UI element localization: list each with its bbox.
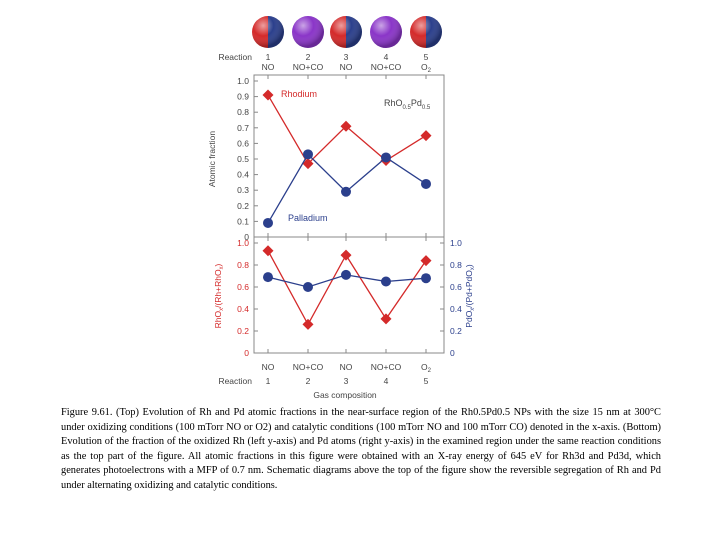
reaction-number-top: 3 bbox=[344, 52, 349, 62]
y-tick-label: 0.7 bbox=[237, 123, 249, 133]
rhodium-point bbox=[262, 89, 274, 101]
y-tick-label: 0.8 bbox=[237, 107, 249, 117]
pd-oxidized-point bbox=[303, 282, 313, 292]
purple-sphere-icon bbox=[292, 16, 324, 48]
purple-sphere-icon bbox=[370, 16, 402, 48]
reaction-number-bottom: 5 bbox=[424, 376, 429, 386]
reaction-row-label-top: Reaction bbox=[218, 52, 252, 62]
rh-oxidized-point bbox=[262, 245, 274, 257]
rh-oxidized-point bbox=[340, 249, 352, 261]
y-tick-label-right: 0.8 bbox=[450, 260, 462, 270]
rhodium-legend-label: Rhodium bbox=[281, 89, 317, 99]
reaction-gas-top: NO bbox=[262, 62, 275, 72]
rh-oxidized-line bbox=[267, 250, 427, 326]
reaction-gas-bottom: NO bbox=[340, 362, 353, 372]
reaction-row-label-bottom: Reaction bbox=[218, 376, 252, 386]
sphere-shading bbox=[410, 16, 442, 48]
bottom-ylabel-left: RhOx/(Rh+RhOx) bbox=[213, 263, 225, 328]
y-tick-label-left: 1.0 bbox=[237, 238, 249, 248]
pd-oxidized-point bbox=[263, 272, 273, 283]
reaction-number-bottom: 4 bbox=[384, 376, 389, 386]
rhodium-point bbox=[302, 158, 314, 170]
top-chart: Atomic fraction Rhodium Palladium RhO0.5… bbox=[207, 74, 445, 242]
reaction-number-top: 4 bbox=[384, 52, 389, 62]
y-tick-label: 0.9 bbox=[237, 92, 249, 102]
rh-oxidized-point bbox=[380, 313, 392, 325]
y-tick-label: 0.4 bbox=[237, 170, 249, 180]
y-tick-label: 0.5 bbox=[237, 154, 249, 164]
bottom-ylabel-right: PdOx/(Pd+PdOx) bbox=[464, 264, 476, 328]
reaction-gas-bottom: NO+CO bbox=[371, 362, 402, 372]
palladium-point bbox=[263, 217, 273, 228]
segregation-schematic bbox=[252, 16, 442, 48]
rh-oxidized-point bbox=[420, 255, 432, 267]
reaction-gas-top: O2 bbox=[421, 62, 432, 74]
reaction-number-top: 1 bbox=[266, 52, 271, 62]
y-tick-label-left: 0.4 bbox=[237, 304, 249, 314]
y-tick-label-left: 0.6 bbox=[237, 282, 249, 292]
y-tick-label: 0.1 bbox=[237, 216, 249, 226]
bottom-x-labels: Reaction Gas composition NO 1 NO+CO 2 NO 3 NO+… bbox=[218, 362, 431, 400]
y-tick-label: 0.6 bbox=[237, 138, 249, 148]
y-tick-label-right: 0.6 bbox=[450, 282, 462, 292]
reaction-gas-bottom: O2 bbox=[421, 362, 432, 374]
pd-oxidized-point bbox=[421, 273, 431, 284]
bottom-chart: RhOx/(Rh+RhOx) PdOx/(Pd+PdOx) 0 0.2 0.4 0.6… bbox=[213, 236, 476, 358]
rhodium-point bbox=[340, 120, 352, 132]
y-tick-label-right: 0.4 bbox=[450, 304, 462, 314]
y-tick-label-left: 0.8 bbox=[237, 260, 249, 270]
y-tick-label: 0.2 bbox=[237, 201, 249, 211]
reaction-gas-bottom: NO bbox=[262, 362, 275, 372]
reaction-number-top: 5 bbox=[424, 52, 429, 62]
y-tick-label: 0.3 bbox=[237, 185, 249, 195]
y-tick-label: 1.0 bbox=[237, 76, 249, 86]
reaction-number-bottom: 2 bbox=[306, 376, 311, 386]
reaction-number-bottom: 1 bbox=[266, 376, 271, 386]
composition-annotation: RhO0.5Pd0.5 bbox=[384, 98, 431, 111]
gas-composition-label: Gas composition bbox=[313, 390, 377, 400]
palladium-point bbox=[421, 178, 431, 189]
y-tick-label-right: 0.2 bbox=[450, 326, 462, 336]
y-tick-label-right: 0 bbox=[450, 348, 455, 358]
split-sphere-icon bbox=[410, 16, 442, 48]
reaction-gas-top: NO+CO bbox=[293, 62, 324, 72]
reaction-gas-top: NO+CO bbox=[371, 62, 402, 72]
y-tick-label: 0 bbox=[244, 232, 249, 242]
pd-oxidized-point bbox=[381, 276, 391, 287]
figure-caption: Figure 9.61. (Top) Evolution of Rh and P… bbox=[61, 407, 661, 491]
sphere-shading bbox=[252, 16, 284, 48]
y-tick-label-right: 1.0 bbox=[450, 238, 462, 248]
reaction-number-top: 2 bbox=[306, 52, 311, 62]
sphere-shading bbox=[330, 16, 362, 48]
palladium-point bbox=[341, 186, 351, 197]
split-sphere-icon bbox=[252, 16, 284, 48]
pd-oxidized-point bbox=[341, 269, 351, 280]
palladium-point bbox=[303, 149, 313, 160]
rhodium-point bbox=[420, 130, 432, 142]
reaction-number-bottom: 3 bbox=[344, 376, 349, 386]
rh-oxidized-point bbox=[302, 318, 314, 330]
split-sphere-icon bbox=[330, 16, 362, 48]
palladium-legend-label: Palladium bbox=[288, 213, 328, 223]
reaction-gas-bottom: NO+CO bbox=[293, 362, 324, 372]
y-tick-label-left: 0 bbox=[244, 348, 249, 358]
top-ylabel: Atomic fraction bbox=[207, 131, 217, 187]
reaction-gas-top: NO bbox=[340, 62, 353, 72]
bottom-frame bbox=[253, 236, 445, 354]
sphere-shading bbox=[292, 16, 324, 48]
y-tick-label-left: 0.2 bbox=[237, 326, 249, 336]
palladium-point bbox=[381, 152, 391, 163]
sphere-shading bbox=[370, 16, 402, 48]
